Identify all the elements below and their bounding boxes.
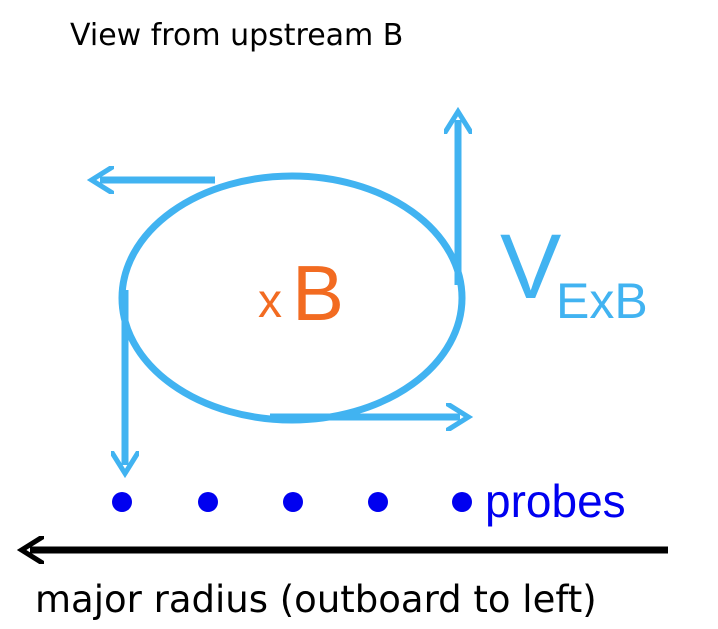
field-name: B xyxy=(292,249,344,337)
probe xyxy=(368,492,388,512)
probe xyxy=(452,492,472,512)
field-symbol: x xyxy=(258,275,282,328)
probe xyxy=(283,492,303,512)
probes xyxy=(112,492,472,512)
probes-label: probes xyxy=(485,475,626,527)
axis-label: major radius (outboard to left) xyxy=(35,578,597,621)
velocity-subscript: ExB xyxy=(556,273,648,329)
probe xyxy=(112,492,132,512)
title: View from upstream B xyxy=(70,18,403,53)
velocity-main: V xyxy=(500,216,561,318)
probe xyxy=(198,492,218,512)
